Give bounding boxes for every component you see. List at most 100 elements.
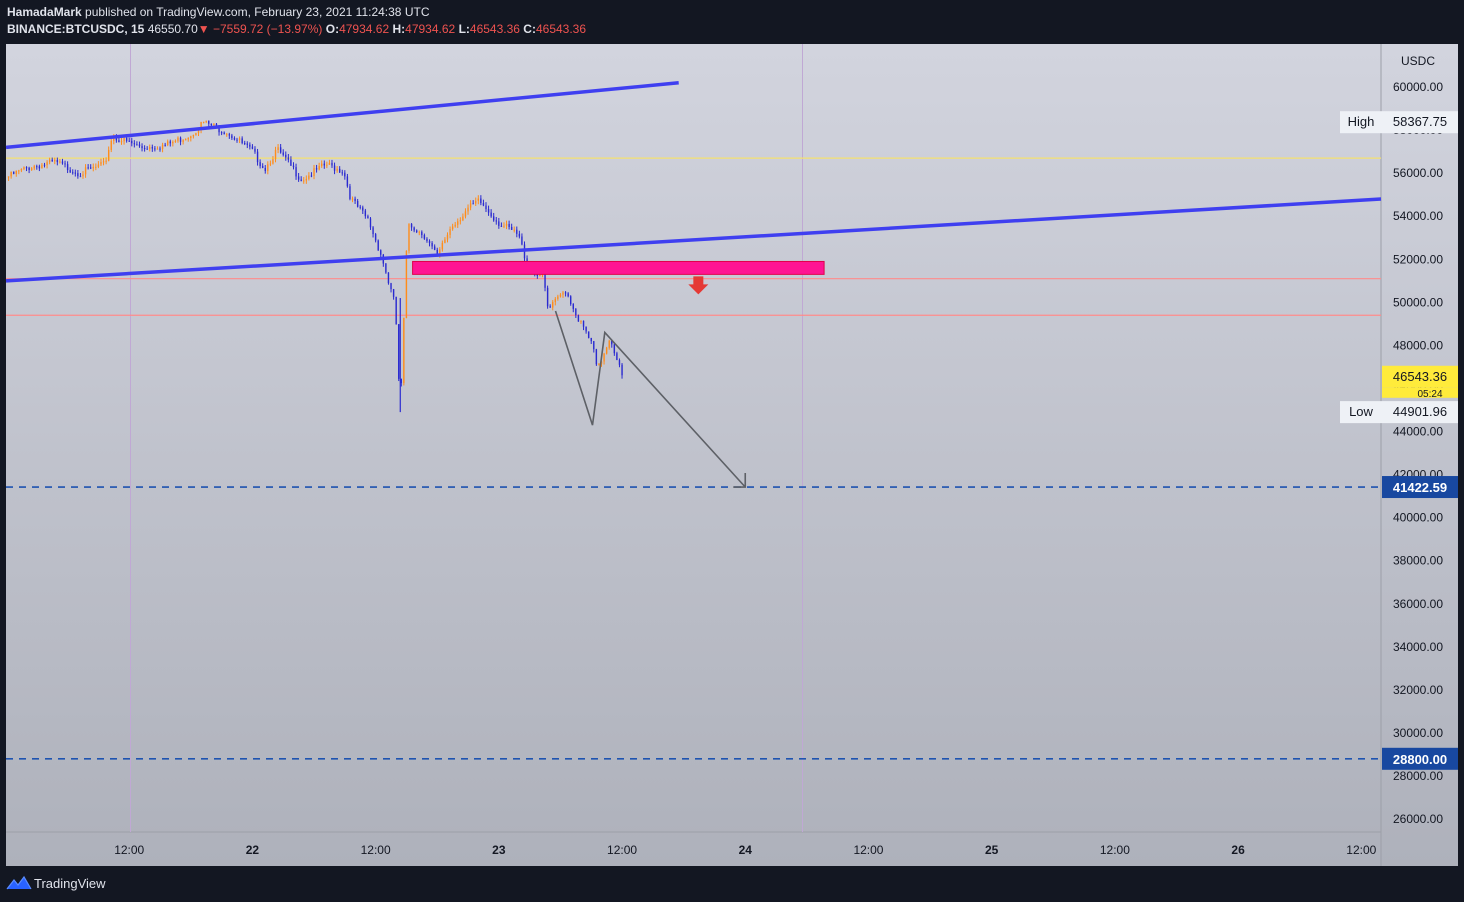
publish-line: HamadaMark published on TradingView.com,…: [7, 5, 429, 19]
candle-body: [87, 167, 89, 169]
candle-body: [197, 129, 200, 134]
projection-arrowhead: [733, 473, 747, 488]
candle-body: [174, 140, 177, 142]
trend-line: [5, 81, 679, 150]
candle-body: [449, 229, 451, 235]
candle-body: [549, 306, 551, 308]
candle-body: [562, 292, 564, 295]
candle-body: [410, 223, 413, 228]
candle-body: [205, 120, 207, 122]
x-tick-label: 12:00: [1100, 843, 1130, 857]
candle-body: [328, 162, 331, 165]
publish-info: published on TradingView.com, February 2…: [85, 5, 430, 19]
candle-body: [577, 315, 580, 322]
candle-body: [161, 144, 164, 149]
y-tick-label: 56000.00: [1393, 166, 1443, 180]
candle-body: [292, 165, 295, 168]
candle-body: [374, 234, 377, 241]
candle-body: [107, 149, 110, 161]
candle-body: [241, 138, 243, 144]
candle-body: [575, 308, 577, 316]
candle-body: [485, 205, 487, 210]
candle-body: [331, 162, 333, 166]
tradingview-brand[interactable]: TradingView: [34, 876, 106, 891]
candle-body: [261, 166, 264, 168]
candle-body: [18, 170, 20, 172]
candle-body: [15, 170, 17, 174]
candle-body: [202, 121, 205, 123]
candle-body: [444, 239, 446, 243]
candle-body: [618, 360, 621, 365]
candle-body: [102, 161, 105, 163]
price-label-box: [1382, 401, 1458, 424]
candle-body: [184, 139, 187, 141]
price-label-value: 58367.75: [1393, 114, 1447, 129]
candle-body: [462, 216, 464, 221]
candle-body: [128, 140, 130, 142]
x-tick-label: 26: [1231, 843, 1245, 857]
candle-body: [141, 146, 143, 149]
candle-body: [469, 203, 472, 208]
close-label: C:: [523, 22, 536, 36]
candle-body: [41, 164, 43, 169]
chart-area[interactable]: [6, 44, 1458, 866]
candle-body: [36, 166, 38, 168]
open-label: O:: [325, 22, 340, 36]
candle-body: [318, 166, 320, 170]
candle-body: [310, 175, 313, 177]
candle-body: [464, 211, 467, 217]
candle-body: [349, 186, 351, 199]
price-label-tag: [1340, 111, 1382, 134]
tradingview-logo-icon[interactable]: [6, 875, 32, 891]
candle-body: [559, 294, 562, 297]
author-name[interactable]: HamadaMark: [7, 5, 82, 19]
candle-body: [151, 147, 154, 149]
candle-body: [195, 133, 197, 136]
candle-body: [84, 167, 87, 175]
candle-body: [167, 141, 169, 145]
y-tick-label: 52000.00: [1393, 252, 1443, 266]
candle-body: [603, 353, 605, 362]
candle-body: [254, 148, 256, 152]
candle-body: [30, 168, 33, 170]
candle-body: [274, 149, 277, 160]
candle-body: [605, 347, 608, 354]
price-label-tag: [1340, 401, 1382, 424]
candle-body: [457, 221, 459, 225]
symbol-name[interactable]: BINANCE:BTCUSDC, 15: [7, 22, 145, 36]
candle-body: [295, 167, 297, 177]
candle-body: [20, 169, 23, 171]
candle-body: [282, 152, 284, 155]
candle-body: [92, 166, 94, 169]
candle-body: [215, 123, 218, 126]
candle-body: [154, 148, 156, 150]
candle-body: [380, 250, 382, 255]
candle-body: [344, 172, 346, 177]
candle-body: [72, 172, 74, 174]
candle-body: [521, 236, 523, 245]
candle-body: [187, 137, 189, 140]
candle-body: [552, 302, 554, 308]
candle-body: [557, 296, 559, 299]
candle-body: [426, 238, 428, 242]
candle-body: [392, 289, 395, 297]
candle-body: [290, 159, 292, 166]
x-tick-label: 25: [985, 843, 999, 857]
price-label-name: High: [1348, 114, 1375, 129]
candle-body: [54, 160, 56, 162]
candle-body: [38, 166, 41, 169]
chart-header: HamadaMark published on TradingView.com,…: [0, 0, 1464, 44]
countdown-value: 05:24: [1417, 389, 1442, 400]
candle-body: [272, 159, 274, 164]
candle-body: [10, 171, 12, 177]
target-price-box: [1382, 747, 1458, 770]
candle-body: [279, 147, 282, 153]
candle-body: [390, 283, 392, 290]
x-tick-label: 12:00: [853, 843, 883, 857]
candle-body: [459, 220, 462, 222]
candle-body: [498, 221, 500, 226]
candle-body: [123, 137, 125, 142]
price-chart[interactable]: 60000.0058000.0056000.0054000.0052000.00…: [0, 0, 1464, 866]
arrow-down-icon: [688, 276, 709, 295]
candle-body: [595, 349, 598, 365]
